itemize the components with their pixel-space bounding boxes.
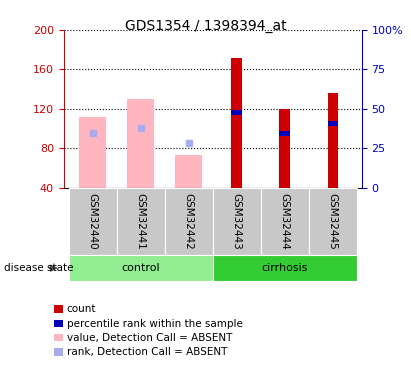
Bar [231,110,242,115]
Text: cirrhosis: cirrhosis [261,263,308,273]
Text: GSM32443: GSM32443 [232,193,242,250]
Text: percentile rank within the sample: percentile rank within the sample [67,319,242,328]
Bar [261,188,309,255]
Bar [279,131,290,136]
Bar [54,305,62,313]
Text: GSM32441: GSM32441 [136,193,145,250]
Bar [69,255,213,281]
Text: rank, Detection Call = ABSENT: rank, Detection Call = ABSENT [67,347,227,357]
Text: value, Detection Call = ABSENT: value, Detection Call = ABSENT [67,333,232,343]
Bar [54,320,62,327]
Bar [54,348,62,355]
Bar [165,188,213,255]
Text: GSM32442: GSM32442 [184,193,194,250]
Bar [279,109,290,188]
Bar [309,188,357,255]
Bar [127,99,154,188]
Bar [79,117,106,188]
Text: GSM32445: GSM32445 [328,193,338,250]
Bar [328,121,338,126]
Text: count: count [67,304,96,314]
Text: disease state: disease state [4,263,74,273]
Text: control: control [121,263,160,273]
Bar [231,58,242,188]
Text: GSM32444: GSM32444 [280,193,290,250]
Bar [213,255,357,281]
Bar [69,188,117,255]
Bar [175,155,202,188]
Bar [328,93,338,188]
Bar [54,334,62,341]
Bar [213,188,261,255]
Bar [117,188,165,255]
Text: GDS1354 / 1398394_at: GDS1354 / 1398394_at [125,19,286,33]
Text: GSM32440: GSM32440 [88,193,97,250]
